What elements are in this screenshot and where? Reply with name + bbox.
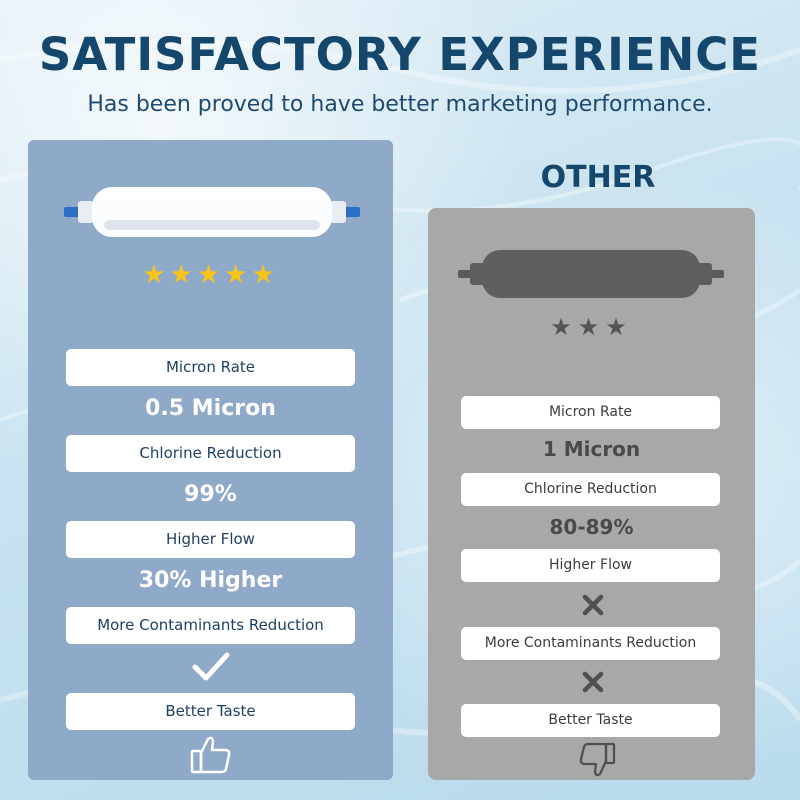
other-micron-rate-value: 1 Micron xyxy=(542,437,641,461)
check-icon xyxy=(192,652,230,681)
ours-micron-rate-value: 0.5 Micron xyxy=(145,396,276,421)
five-star-rating: ★★★★★ xyxy=(142,260,279,290)
thumbs-up-icon xyxy=(190,736,231,774)
thumbs-down-icon xyxy=(579,742,616,777)
ours-flow-label: Higher Flow xyxy=(66,521,355,558)
ours-contaminants-label: More Contaminants Reduction xyxy=(66,607,355,644)
ours-chlorine-label: Chlorine Reduction xyxy=(66,435,355,472)
other-product-card: ★★★ Micron Rate 1 Micron Chlorine Reduct… xyxy=(428,208,755,780)
x-icon xyxy=(582,671,604,693)
ours-taste-label: Better Taste xyxy=(66,693,355,730)
other-flow-label: Higher Flow xyxy=(461,549,720,582)
other-taste-label: Better Taste xyxy=(461,704,720,737)
other-micron-rate-label: Micron Rate xyxy=(461,396,720,429)
white-filter-cartridge-image xyxy=(64,187,360,237)
ours-chlorine-value: 99% xyxy=(184,482,237,507)
other-heading: OTHER xyxy=(540,160,656,195)
our-product-card: ★★★★★ Micron Rate 0.5 Micron Chlorine Re… xyxy=(28,140,393,780)
other-chlorine-value: 80-89% xyxy=(549,515,634,539)
page-subtitle: Has been proved to have better marketing… xyxy=(87,92,713,117)
three-star-rating: ★★★ xyxy=(550,313,633,341)
other-chlorine-label: Chlorine Reduction xyxy=(461,473,720,506)
gray-filter-cartridge-image xyxy=(458,250,724,298)
other-contaminants-label: More Contaminants Reduction xyxy=(461,627,720,660)
ours-flow-value: 30% Higher xyxy=(138,568,283,593)
page-title: SATISFACTORY EXPERIENCE xyxy=(38,28,762,81)
x-icon xyxy=(582,594,604,616)
ours-micron-rate-label: Micron Rate xyxy=(66,349,355,386)
